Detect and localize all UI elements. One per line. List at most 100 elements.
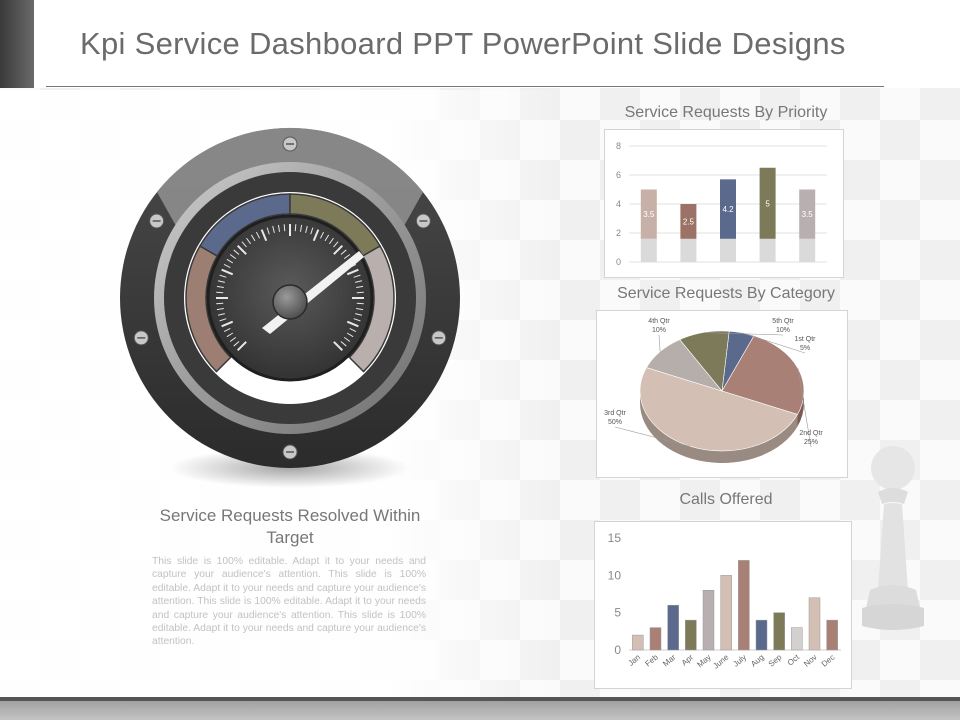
gauge-tick — [356, 307, 364, 311]
priority-y-tick: 2 — [616, 228, 621, 238]
pie-slice-side — [797, 391, 804, 427]
gauge-tick — [255, 231, 261, 239]
calls-bar — [808, 597, 821, 651]
calls-bar — [791, 627, 803, 651]
gauge-tick — [221, 320, 234, 328]
gauge-title: Service Requests Resolved Within Target — [159, 506, 421, 547]
priority-chart-title: Service Requests By Priority — [624, 104, 828, 121]
gauge-tick — [356, 291, 364, 294]
pie-slice-percent: 10% — [776, 327, 790, 334]
chess-pawn-decoration — [862, 446, 924, 630]
pie-slice-percent: 10% — [652, 327, 666, 334]
priority-bar-base — [680, 238, 697, 262]
calls-x-tick: Aug — [749, 653, 766, 669]
calls-y-tick: 0 — [614, 643, 621, 657]
pie-slice-label: 5th Qtr — [772, 318, 794, 325]
bottom-bar — [0, 697, 960, 720]
gauge-segment-grey — [348, 244, 395, 373]
gauge-tick — [229, 336, 237, 342]
priority-bar — [680, 204, 697, 239]
priority-bar — [759, 167, 776, 239]
priority-bar-label: 3.5 — [802, 210, 814, 219]
page-title: Kpi Service Dashboard PPT PowerPoint Sli… — [80, 26, 846, 61]
priority-bar-base — [640, 238, 657, 262]
priority-bar-label: 2.5 — [683, 217, 695, 226]
gauge-tick — [219, 274, 227, 278]
calls-bar — [720, 575, 732, 651]
category-chart-title: Service Requests By Category — [617, 285, 835, 302]
calls-y-tick: 15 — [608, 531, 622, 545]
gauge-tick — [294, 224, 297, 232]
gauge-tick — [246, 237, 252, 245]
gauge-tick — [343, 254, 351, 260]
gauge-ticks — [216, 224, 364, 352]
calls-x-tick: May — [695, 653, 712, 670]
gauge-tick — [229, 254, 237, 260]
calls-bar — [738, 560, 750, 651]
pie-slice — [639, 367, 798, 452]
pie-slice-percent: 50% — [608, 419, 622, 426]
calls-x-tick: July — [731, 653, 748, 669]
calls-bar — [685, 619, 697, 651]
gauge-tick — [356, 302, 364, 305]
gauge-tick — [217, 313, 225, 316]
priority-bar-chart: 0 2 4 6 8 3.5 2.5 4.2 5 3.5 — [616, 141, 827, 267]
gauge-tick — [266, 227, 270, 235]
gauge-tick — [216, 307, 224, 311]
calls-x-tick: Dec — [820, 653, 837, 669]
priority-bar — [799, 189, 816, 239]
pie-slice-label: 1st Qtr — [794, 336, 816, 343]
calls-x-tick: Jan — [626, 653, 642, 668]
gauge-tick — [355, 280, 363, 283]
priority-bar-label: 5 — [765, 199, 770, 208]
pie-leader-line — [703, 332, 784, 336]
gauge-screws — [133, 136, 447, 460]
pie-leader-line — [741, 332, 806, 354]
calls-chart-panel: 0 5 10 15 Jan Feb Mar Apr May June July Aug Sep Oct No… — [594, 521, 852, 689]
priority-y-tick: 8 — [616, 141, 621, 151]
gauge-tick — [346, 332, 354, 338]
gauge-tick — [328, 237, 334, 245]
gauge-tick — [299, 224, 303, 232]
description-text: This slide is 100% editable. Adapt it to… — [152, 556, 426, 648]
pie-slice-label: 4th Qtr — [648, 318, 670, 325]
pie-slice-percent: 5% — [800, 345, 810, 352]
gauge-tick — [217, 280, 225, 283]
calls-x-tick: Mar — [661, 652, 678, 668]
calls-bar — [667, 604, 679, 651]
gauge-tick — [233, 249, 240, 255]
gauge-color-segments — [185, 193, 395, 373]
gauge-tick — [221, 268, 234, 276]
gauge-tick — [340, 341, 347, 347]
gauge-tick — [346, 320, 359, 328]
gauge-tick — [236, 341, 247, 352]
gauge-tick — [349, 327, 357, 333]
priority-chart-panel: 0 2 4 6 8 3.5 2.5 4.2 5 3.5 — [604, 129, 844, 278]
title-divider — [46, 86, 884, 87]
pie-leader-line — [658, 334, 661, 352]
gauge-tick — [272, 225, 275, 233]
gauge-tick — [250, 234, 256, 242]
gauge-tick — [223, 327, 231, 333]
priority-y-tick: 0 — [616, 257, 621, 267]
pie-leader-line — [614, 426, 691, 447]
speedometer-gauge — [120, 127, 460, 488]
priority-bar-label: 4.2 — [722, 205, 734, 214]
gauge-tick — [324, 234, 330, 242]
calls-x-tick: June — [711, 652, 730, 670]
gauge-tick — [260, 229, 268, 242]
category-chart-panel: 1st Qtr 5% 2nd Qtr 25% 3rd Qtr 50% 4th Qtr 10% 5… — [596, 310, 848, 478]
calls-x-tick: Apr — [680, 652, 696, 667]
priority-bar — [720, 179, 736, 239]
pie-leader-line — [797, 368, 812, 448]
calls-bar — [755, 619, 768, 651]
priority-bar-base — [720, 238, 736, 262]
calls-chart-title: Calls Offered — [679, 491, 773, 508]
gauge-tick — [216, 291, 224, 294]
gauge-tick — [219, 318, 227, 322]
gauge-tick — [333, 244, 344, 255]
gauge-tick — [223, 263, 231, 269]
gauge-tick — [283, 224, 286, 232]
gauge-tick — [216, 285, 224, 289]
